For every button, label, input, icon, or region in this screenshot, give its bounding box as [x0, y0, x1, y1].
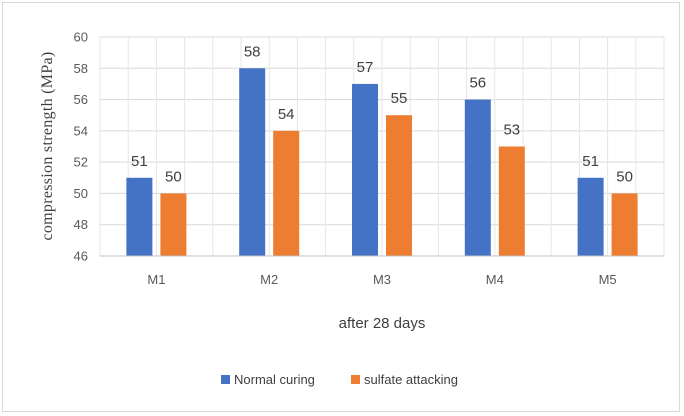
legend-swatch	[351, 375, 360, 384]
data-label: 53	[503, 122, 520, 139]
bar-sulfate-attacking-m3	[386, 115, 412, 256]
y-tick-label: 50	[74, 186, 88, 201]
x-tick-label: M5	[599, 272, 617, 287]
y-tick-label: 46	[74, 249, 88, 264]
y-tick-label: 52	[74, 155, 88, 170]
y-tick-label: 54	[74, 123, 88, 138]
axes: 46 48 50 52 54 56 58 60 M1 M2 M3 M4 M5	[74, 30, 664, 287]
bar-sulfate-attacking-m4	[498, 146, 525, 256]
data-label: 51	[582, 153, 599, 170]
chart-frame	[2, 2, 680, 412]
data-label: 58	[244, 43, 261, 60]
x-tick-label: M4	[486, 272, 504, 287]
bar-sulfate-attacking-m2	[273, 130, 300, 256]
legend: Normal curing sulfate attacking	[221, 372, 458, 387]
data-label: 54	[278, 106, 295, 123]
y-tick-label: 60	[74, 30, 88, 45]
y-tick-label: 56	[74, 92, 88, 107]
bar-normal-curing-m1	[126, 177, 153, 256]
data-label: 50	[165, 168, 182, 185]
data-label: 50	[616, 168, 633, 185]
x-axis-title: after 28 days	[339, 315, 426, 332]
y-tick-label: 48	[74, 217, 88, 232]
bars	[126, 68, 638, 257]
bar-normal-curing-m2	[239, 68, 266, 257]
data-label: 51	[131, 153, 148, 170]
data-label: 55	[391, 90, 408, 107]
data-label: 56	[469, 75, 486, 92]
legend-swatch	[221, 375, 230, 384]
bar-normal-curing-m5	[577, 177, 604, 256]
bar-normal-curing-m4	[464, 99, 491, 256]
x-tick-label: M3	[373, 272, 391, 287]
x-tick-label: M1	[147, 272, 165, 287]
y-axis-title: compression strength (MPa)	[39, 51, 56, 240]
bar-sulfate-attacking-m1	[160, 193, 187, 256]
data-label: 57	[357, 59, 374, 76]
bar-normal-curing-m3	[352, 83, 378, 256]
data-labels: 51 50 58 54 57 55 56 53 51 50	[131, 43, 633, 185]
legend-label: sulfate attacking	[364, 372, 458, 387]
y-tick-label: 58	[74, 61, 88, 76]
x-tick-label: M2	[260, 272, 278, 287]
bar-sulfate-attacking-m5	[611, 193, 638, 256]
legend-label: Normal curing	[234, 372, 315, 387]
